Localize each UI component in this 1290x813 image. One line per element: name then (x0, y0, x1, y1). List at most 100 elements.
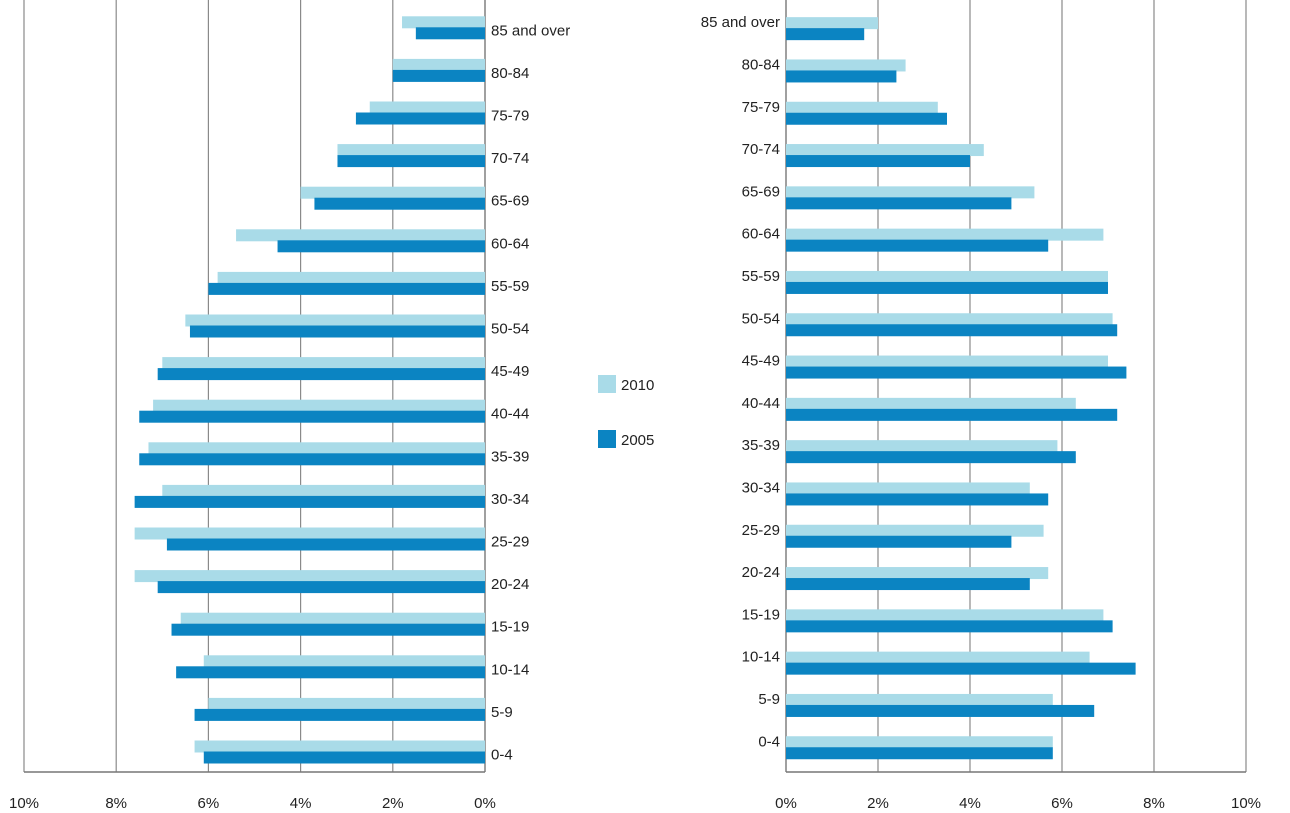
x-tick-label: 6% (1051, 795, 1073, 812)
x-tick-label: 2% (867, 795, 889, 812)
bar-2010-20-24 (134, 570, 485, 583)
bar-2005-0-4 (786, 747, 1053, 760)
x-tick-label: 4% (959, 795, 981, 812)
bar-2005-50-54 (786, 324, 1118, 337)
bar-2010-15-19 (180, 612, 486, 625)
bar-2010-60-64 (786, 228, 1104, 241)
bar-2005-60-64 (786, 239, 1049, 252)
category-label: 30-34 (491, 491, 529, 508)
category-label: 65-69 (742, 183, 780, 200)
bar-2010-40-44 (153, 399, 485, 412)
category-label: 85 and over (701, 14, 780, 31)
bar-2010-80-84 (392, 58, 485, 71)
bar-2010-10-14 (203, 655, 486, 668)
bar-2005-60-64 (277, 240, 485, 253)
x-tick-label: 2% (382, 795, 404, 812)
bar-2005-85-and-over (786, 28, 865, 41)
legend-swatch-2005 (598, 430, 616, 448)
bar-2005-75-79 (786, 112, 947, 125)
category-label: 35-39 (742, 437, 780, 454)
bar-2005-10-14 (786, 662, 1136, 675)
bar-2010-65-69 (786, 186, 1035, 199)
bar-2010-55-59 (217, 271, 485, 284)
x-tick-label: 0% (775, 795, 797, 812)
bar-2010-80-84 (786, 59, 906, 72)
x-tick-label: 4% (290, 795, 312, 812)
bar-2005-5-9 (786, 704, 1095, 717)
bar-2010-50-54 (786, 313, 1113, 326)
category-label: 30-34 (742, 479, 780, 496)
bar-2005-20-24 (786, 578, 1030, 591)
bar-2010-60-64 (236, 229, 485, 242)
bar-2010-20-24 (786, 567, 1049, 580)
left-panel: 10% 8% 6% 4% 2% 0% 85 and over 80-84 75-79 70-74 6… (9, 0, 570, 812)
legend-swatch-2010 (598, 375, 616, 393)
category-label: 5-9 (491, 704, 513, 721)
bar-2005-50-54 (189, 325, 485, 338)
category-label: 60-64 (491, 235, 529, 252)
bar-2010-30-34 (786, 482, 1030, 495)
bar-2005-20-24 (157, 581, 485, 594)
bar-2010-25-29 (786, 524, 1044, 537)
bar-2005-65-69 (314, 197, 485, 210)
bar-2010-40-44 (786, 397, 1076, 410)
category-label: 75-79 (491, 108, 529, 125)
category-label: 50-54 (491, 321, 529, 338)
category-label: 45-49 (742, 353, 780, 370)
bar-2010-0-4 (786, 736, 1053, 749)
bar-2005-10-14 (176, 666, 485, 679)
bar-2010-5-9 (208, 697, 485, 710)
bar-2005-35-39 (139, 453, 485, 466)
category-label: 15-19 (742, 606, 780, 623)
right-panel: 0% 2% 4% 6% 8% 10% 85 and over 80-84 75-79 70-74 6… (701, 0, 1261, 812)
bar-2010-75-79 (369, 101, 485, 114)
bar-2005-40-44 (786, 408, 1118, 421)
x-tick-label: 0% (474, 795, 496, 812)
x-tick-label: 10% (1231, 795, 1261, 812)
bar-2010-65-69 (300, 186, 485, 199)
bar-2005-30-34 (786, 493, 1049, 506)
bar-2010-85-and-over (402, 16, 485, 29)
category-label: 45-49 (491, 363, 529, 380)
bar-2005-55-59 (786, 281, 1108, 294)
x-tick-label: 10% (9, 795, 39, 812)
bar-2005-5-9 (194, 708, 485, 721)
bar-2010-25-29 (134, 527, 485, 540)
bar-2005-25-29 (786, 535, 1012, 548)
bar-2010-35-39 (786, 440, 1058, 453)
x-tick-label: 8% (105, 795, 127, 812)
bar-2005-65-69 (786, 197, 1012, 210)
bar-2010-70-74 (337, 144, 485, 157)
category-label: 40-44 (491, 406, 529, 423)
bar-2005-30-34 (134, 495, 485, 508)
bar-2005-70-74 (786, 155, 970, 168)
category-label: 10-14 (742, 649, 780, 666)
category-label: 60-64 (742, 226, 780, 243)
bar-2010-10-14 (786, 651, 1090, 664)
bar-2005-25-29 (166, 538, 485, 551)
category-label: 50-54 (742, 310, 780, 327)
category-label: 80-84 (742, 56, 780, 73)
bar-2010-45-49 (162, 357, 486, 370)
category-label: 0-4 (491, 747, 513, 764)
bar-2005-15-19 (786, 620, 1113, 633)
bar-2010-75-79 (786, 101, 938, 114)
bar-2010-35-39 (148, 442, 485, 455)
x-tick-label: 8% (1143, 795, 1165, 812)
bar-2010-55-59 (786, 270, 1108, 283)
category-label: 15-19 (491, 619, 529, 636)
category-label: 35-39 (491, 448, 529, 465)
bar-2005-15-19 (171, 623, 485, 636)
bar-2010-85-and-over (786, 17, 878, 30)
bar-2005-45-49 (157, 368, 485, 381)
bar-2010-45-49 (786, 355, 1108, 368)
category-label: 0-4 (758, 733, 780, 750)
legend: 2010 2005 (598, 375, 654, 449)
bar-2010-15-19 (786, 609, 1104, 622)
bar-2005-85-and-over (415, 27, 485, 40)
category-label: 40-44 (742, 395, 780, 412)
category-label: 70-74 (742, 141, 780, 158)
legend-label-2005: 2005 (621, 432, 654, 449)
bar-2010-5-9 (786, 693, 1053, 706)
